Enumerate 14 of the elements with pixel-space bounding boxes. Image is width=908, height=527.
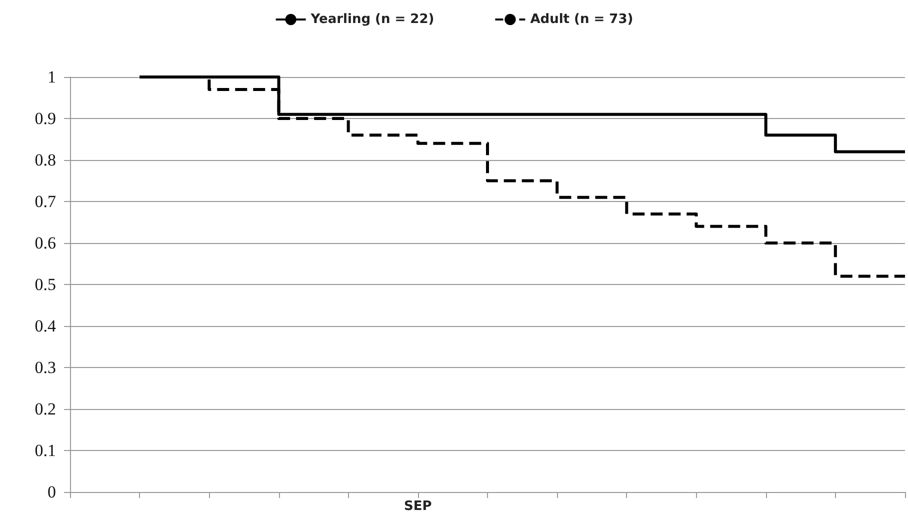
y-tick-label: 0.6 (34, 234, 56, 252)
y-tick-label: 0.1 (34, 441, 56, 460)
legend-label: Yearling (n = 22) (310, 12, 434, 27)
y-tick-label: 0 (48, 482, 56, 502)
y-tick-label: 0.5 (34, 275, 56, 294)
legend-label: Adult (n = 73) (530, 12, 634, 27)
y-tick-label: 0.3 (34, 358, 56, 377)
y-tick-label: 0.4 (34, 316, 56, 336)
y-tick-label: 1 (48, 68, 56, 86)
y-tick-label: 0.9 (34, 109, 56, 128)
y-tick-label: 0.2 (34, 400, 56, 418)
y-tick-label: 0.8 (34, 150, 56, 170)
x-tick-label: SEP (404, 499, 432, 514)
y-tick-label: 0.7 (34, 192, 56, 211)
